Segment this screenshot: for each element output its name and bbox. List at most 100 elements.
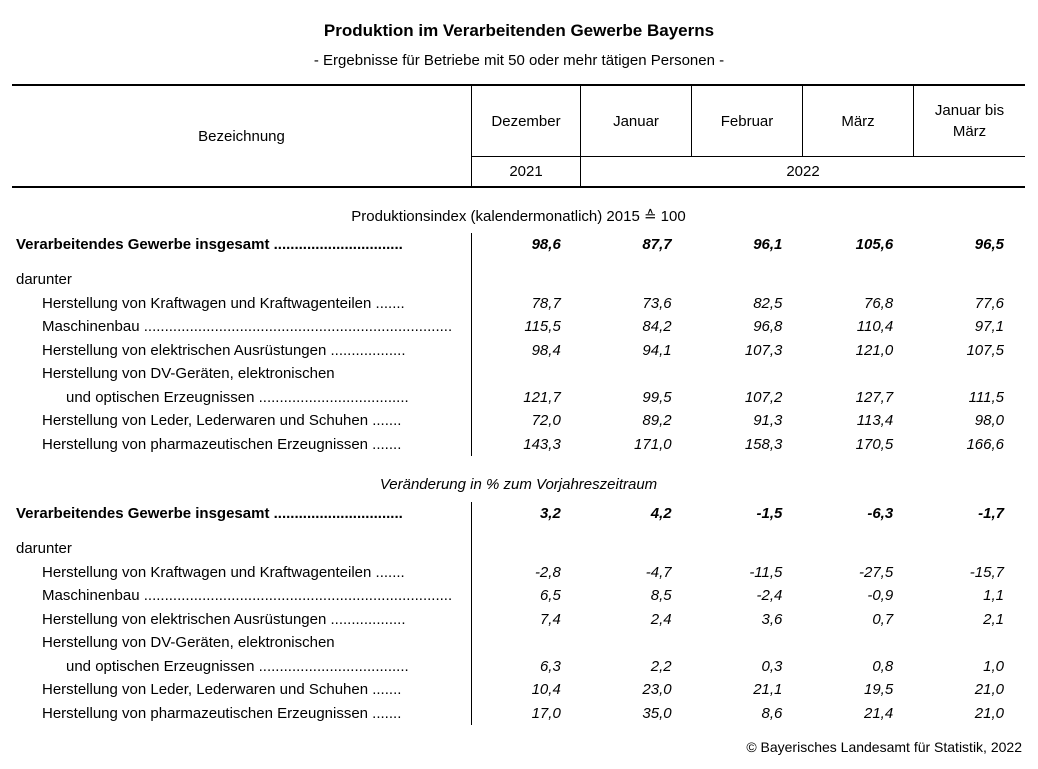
table-header: Bezeichnung Dezember Januar Februar März… (12, 84, 1025, 188)
table-row: Herstellung von Kraftwagen und Kraftwage… (12, 560, 1025, 584)
row-value: 98,6 (471, 233, 582, 257)
table-row: Herstellung von elektrischen Ausrüstunge… (12, 607, 1025, 631)
row-label: Herstellung von Kraftwagen und Kraftwage… (42, 294, 405, 312)
row-value: 6,5 (471, 584, 582, 608)
row-value: 107,2 (744, 388, 783, 406)
header-month: Januar bis März (914, 86, 1025, 157)
row-value: 96,8 (753, 318, 783, 336)
row-value: 21,0 (974, 704, 1004, 722)
row-value: 2,2 (650, 657, 672, 675)
row-value: 107,5 (966, 341, 1004, 359)
row-value: 7,4 (471, 607, 582, 631)
row-value: 0,8 (872, 657, 894, 675)
row-value: 19,5 (863, 681, 894, 699)
row-value: 23,0 (642, 681, 672, 699)
row-value: 21,4 (863, 704, 894, 722)
table-body: Produktionsindex (kalendermonatlich) 201… (12, 198, 1025, 725)
row-value: 97,1 (974, 318, 1004, 336)
section-heading: Veränderung in % zum Vorjahreszeitraum (379, 476, 658, 493)
row-value: 115,5 (471, 315, 582, 339)
darunter-label: darunter (16, 270, 72, 288)
header-month: Dezember (471, 86, 581, 157)
row-value (471, 631, 582, 655)
row-value: 91,3 (753, 412, 783, 430)
spacer (471, 525, 582, 561)
table-row: Herstellung von DV-Geräten, elektronisch… (12, 362, 1025, 386)
row-value: 2,4 (650, 610, 672, 628)
row-value: -15,7 (969, 563, 1004, 581)
row-label: Herstellung von elektrischen Ausrüstunge… (42, 341, 406, 359)
row-value: -11,5 (749, 563, 783, 581)
row-label: Maschinenbau ...........................… (42, 587, 453, 605)
page-title: Produktion im Verarbeitenden Gewerbe Bay… (323, 21, 715, 40)
row-value: 158,3 (744, 435, 783, 453)
row-value: 121,0 (855, 341, 894, 359)
row-label: Herstellung von Leder, Lederwaren und Sc… (42, 681, 402, 699)
row-value: 94,1 (642, 341, 672, 359)
row-value: 84,2 (642, 318, 672, 336)
row-value: 111,5 (968, 388, 1004, 406)
row-value (471, 362, 582, 386)
row-label: Herstellung von Kraftwagen und Kraftwage… (42, 563, 405, 581)
table-row: Herstellung von pharmazeutischen Erzeugn… (12, 432, 1025, 456)
row-value: -1,7 (978, 505, 1004, 523)
table-row: Herstellung von pharmazeutischen Erzeugn… (12, 701, 1025, 725)
table-row: und optischen Erzeugnissen .............… (12, 385, 1025, 409)
header-bezeichnung: Bezeichnung (198, 127, 285, 145)
row-label: Maschinenbau ...........................… (42, 318, 453, 336)
row-value: -6,3 (867, 505, 894, 523)
row-value: 2,1 (983, 610, 1004, 628)
row-value: 87,7 (642, 236, 672, 254)
row-value: 3,6 (761, 610, 783, 628)
row-label: Herstellung von pharmazeutischen Erzeugn… (42, 435, 402, 453)
row-value: 21,0 (974, 681, 1004, 699)
spacer (12, 456, 1025, 467)
row-value: 78,7 (471, 291, 582, 315)
row-value: 96,1 (753, 236, 783, 254)
header-month: Februar (692, 86, 803, 157)
table-row: Verarbeitendes Gewerbe insgesamt .......… (12, 233, 1025, 257)
row-value: 99,5 (642, 388, 672, 406)
page-subtitle: - Ergebnisse für Betriebe mit 50 oder me… (313, 52, 725, 69)
row-value: 166,6 (966, 435, 1004, 453)
row-value: 4,2 (650, 505, 672, 523)
row-value: 113,4 (856, 412, 894, 430)
row-value: 76,8 (863, 294, 894, 312)
row-value: 0,7 (872, 610, 894, 628)
row-value: 107,3 (744, 341, 783, 359)
row-label: Verarbeitendes Gewerbe insgesamt .......… (16, 505, 403, 523)
row-value: 89,2 (642, 412, 672, 430)
header-month: März (803, 86, 914, 157)
table-row: und optischen Erzeugnissen .............… (12, 654, 1025, 678)
row-value: 82,5 (753, 294, 783, 312)
row-value: -2,4 (756, 587, 783, 605)
row-value: 35,0 (642, 704, 672, 722)
row-value: 72,0 (471, 409, 582, 433)
table-row: Herstellung von DV-Geräten, elektronisch… (12, 631, 1025, 655)
row-value: 17,0 (471, 701, 582, 725)
row-value: 8,6 (761, 704, 783, 722)
darunter-label: darunter (16, 539, 72, 557)
darunter-row: darunter (12, 525, 1025, 561)
row-value: 10,4 (471, 678, 582, 702)
row-value: -27,5 (858, 563, 894, 581)
row-value: 98,0 (974, 412, 1004, 430)
row-label: Herstellung von DV-Geräten, elektronisch… (42, 365, 335, 383)
row-value: 73,6 (642, 294, 672, 312)
copyright-footer: © Bayerisches Landesamt für Statistik, 2… (746, 739, 1022, 755)
table-row: Herstellung von elektrischen Ausrüstunge… (12, 338, 1025, 362)
table-row: Herstellung von Leder, Lederwaren und Sc… (12, 409, 1025, 433)
row-value: -1,5 (756, 505, 783, 523)
row-value: 6,3 (471, 654, 582, 678)
row-value: 96,5 (974, 236, 1004, 254)
row-value: -4,7 (645, 563, 672, 581)
table-row: Herstellung von Kraftwagen und Kraftwage… (12, 291, 1025, 315)
row-value: 143,3 (471, 432, 582, 456)
header-month: Januar (581, 86, 692, 157)
row-label: Herstellung von pharmazeutischen Erzeugn… (42, 704, 402, 722)
darunter-row: darunter (12, 256, 1025, 292)
row-value: 110,4 (856, 318, 894, 336)
header-year: 2021 (471, 157, 581, 186)
row-label: Verarbeitendes Gewerbe insgesamt .......… (16, 236, 403, 254)
row-value: 21,1 (753, 681, 783, 699)
